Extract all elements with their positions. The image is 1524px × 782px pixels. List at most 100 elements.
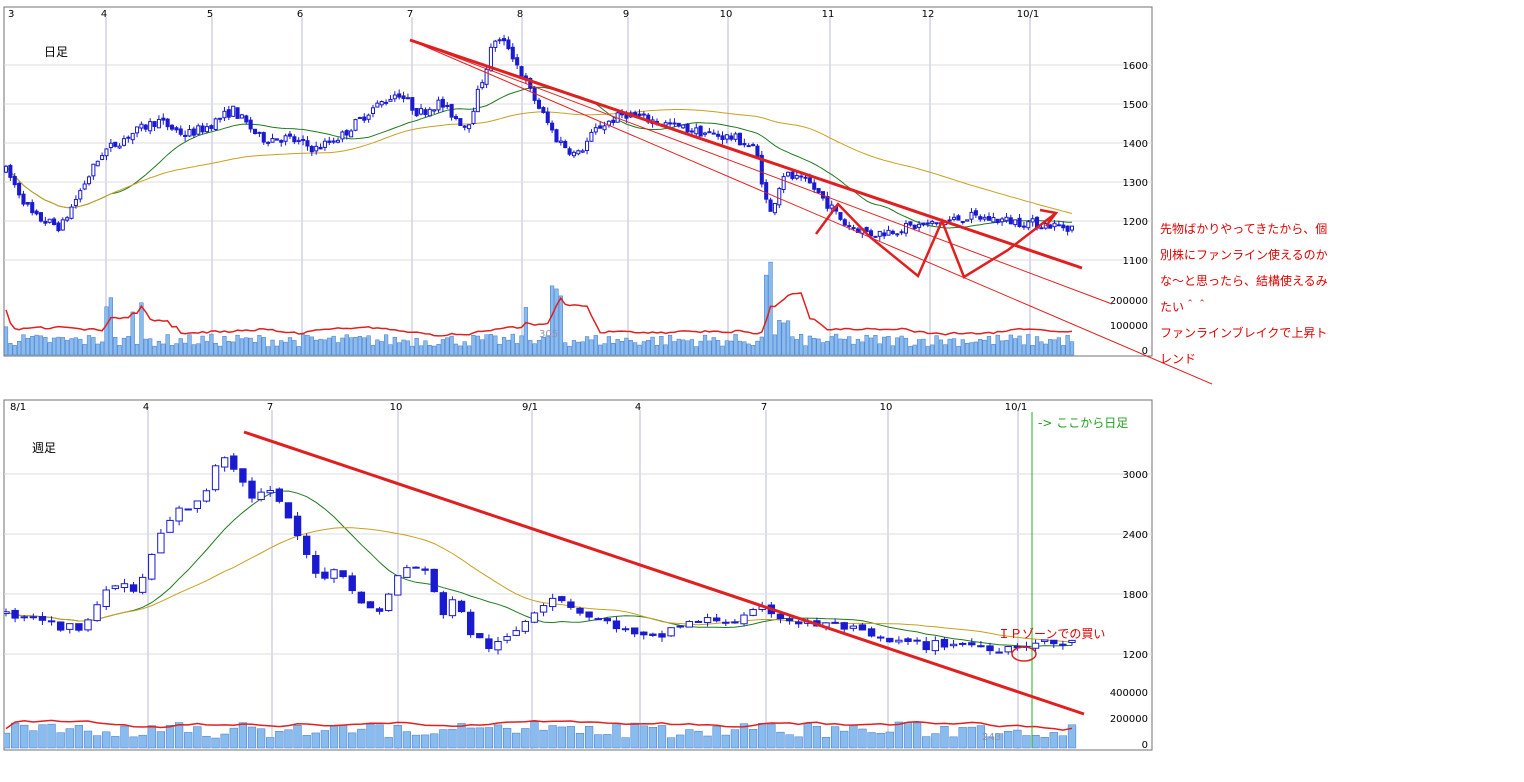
- volume-bar: [999, 340, 1005, 356]
- candle-down: [995, 218, 1000, 223]
- volume-bar: [855, 338, 861, 356]
- volume-bar: [712, 726, 721, 749]
- candle-down: [462, 125, 467, 128]
- volume-bar: [515, 343, 520, 356]
- daily-fan-line-3: [409, 39, 1213, 385]
- volume-bar: [20, 724, 29, 749]
- x-tick-label: 6: [297, 9, 303, 20]
- volume-bar: [506, 339, 511, 356]
- volume-bar: [466, 345, 472, 356]
- candle-down: [554, 129, 559, 143]
- volume-bar: [646, 340, 651, 356]
- x-tick-label: 8/1: [10, 402, 26, 413]
- volume-bar: [143, 338, 148, 356]
- candle-down: [339, 570, 347, 578]
- candle-up: [314, 145, 319, 152]
- candle-down: [457, 600, 466, 613]
- candle-down: [968, 642, 976, 646]
- candle-up: [724, 134, 729, 140]
- weekly-grid: [4, 410, 1152, 750]
- annotation-line-1: 先物ばかりやってきたから、個: [1160, 222, 1327, 236]
- candle-up: [952, 216, 957, 220]
- candle-up: [740, 614, 748, 625]
- volume-tick-label: 200000: [1110, 296, 1148, 307]
- volume-moving-average: [5, 292, 1073, 337]
- candle-up: [445, 104, 450, 107]
- volume-bar: [184, 732, 193, 749]
- volume-bar: [388, 344, 393, 356]
- volume-bar: [244, 337, 249, 356]
- volume-bar: [698, 340, 703, 356]
- candle-up: [930, 220, 935, 224]
- buy-zone-circle: [1011, 646, 1037, 662]
- candle-up: [593, 127, 598, 133]
- candle-down: [466, 611, 475, 636]
- volume-bar: [174, 343, 179, 356]
- volume-bar: [327, 337, 332, 356]
- candle-up: [672, 122, 677, 125]
- candle-down: [913, 639, 921, 642]
- candle-up: [641, 113, 646, 116]
- volume-bar: [178, 338, 183, 356]
- candle-up: [220, 457, 229, 468]
- volume-bar: [427, 345, 432, 356]
- candle-up: [95, 160, 100, 167]
- volume-bar: [12, 345, 17, 356]
- candle-up: [139, 123, 144, 129]
- volume-bar: [220, 733, 229, 749]
- volume-bar: [471, 335, 476, 356]
- x-tick-label: 9/1: [522, 402, 538, 413]
- x-tick-label: 7: [407, 9, 413, 20]
- volume-bar: [612, 722, 621, 749]
- volume-bar: [767, 723, 776, 749]
- candle-up: [484, 68, 489, 85]
- candle-up: [749, 609, 757, 616]
- candle-down: [423, 109, 428, 115]
- volume-bar: [776, 731, 785, 749]
- volume-bar: [344, 334, 349, 356]
- volume-bar: [849, 724, 858, 749]
- volume-bar: [402, 731, 412, 749]
- candle-down: [248, 480, 256, 499]
- volume-bar: [1067, 724, 1077, 749]
- candle-up: [204, 126, 209, 133]
- volume-bar: [91, 337, 96, 356]
- x-tick-label: 10/1: [1005, 402, 1027, 413]
- volume-bar: [772, 334, 778, 356]
- volume-tick-label: 200000: [1110, 714, 1148, 725]
- volume-bar: [1039, 341, 1044, 356]
- candle-down: [603, 618, 612, 622]
- volume-bar: [829, 336, 834, 356]
- volume-bar: [392, 337, 397, 356]
- candle-up: [982, 216, 987, 220]
- volume-bar: [56, 732, 65, 749]
- candle-up: [947, 219, 952, 222]
- volume-bar: [812, 726, 822, 749]
- candle-up: [580, 150, 585, 153]
- candle-down: [838, 212, 843, 220]
- candle-up: [777, 188, 782, 206]
- volume-bar: [320, 730, 330, 749]
- candle-up: [1030, 218, 1035, 223]
- volume-bar: [47, 723, 56, 749]
- volume-bar: [430, 733, 439, 749]
- volume-bar: [51, 337, 57, 356]
- volume-bar: [266, 346, 271, 356]
- candle-up: [475, 88, 480, 113]
- candle-down: [200, 125, 205, 133]
- candle-down: [956, 215, 961, 221]
- volume-bar: [78, 338, 83, 356]
- candle-up: [239, 114, 244, 119]
- candle-up: [1013, 219, 1018, 226]
- candle-up: [100, 155, 105, 160]
- annotation-line-5: ファンラインブレイクで上昇ト: [1160, 325, 1327, 340]
- volume-bar: [724, 340, 729, 356]
- candle-down: [75, 623, 83, 631]
- volume-bar: [335, 342, 341, 356]
- candle-down: [1021, 225, 1026, 228]
- volume-bar: [746, 343, 751, 356]
- y-tick-label: 1100: [1123, 256, 1148, 267]
- volume-bar: [1013, 338, 1018, 356]
- candle-down: [230, 455, 238, 470]
- x-tick-label: 10: [390, 402, 403, 413]
